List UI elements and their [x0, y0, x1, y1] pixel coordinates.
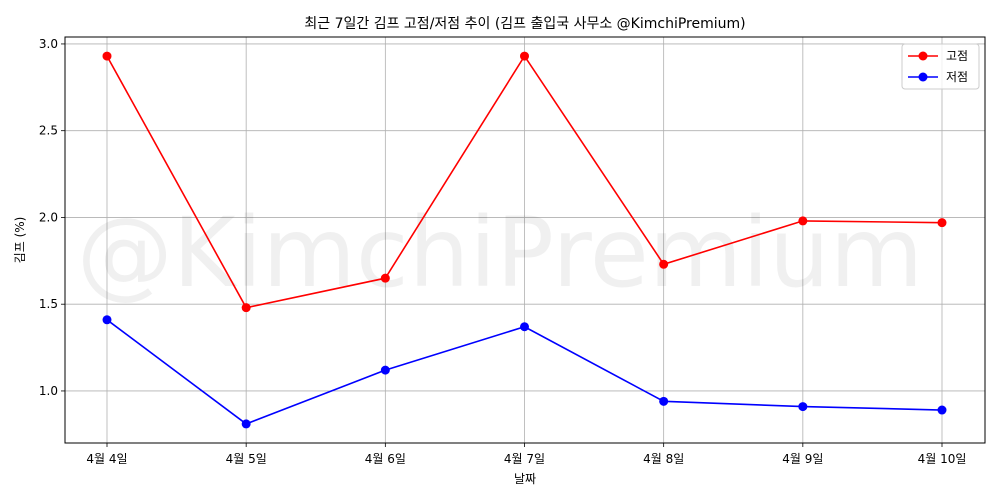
- data-point-high: [520, 51, 529, 61]
- x-tick-label: 4월 7일: [504, 452, 545, 466]
- axis-ticks: 4월 4일 4월 5일 4월 6일 4월 7일 4월 8일 4월 9일 4월 10일 1.0 1…: [39, 37, 967, 466]
- plot-area-frame: [64, 36, 986, 444]
- data-point-low: [937, 405, 947, 415]
- series-layer: [102, 51, 947, 429]
- data-point-high: [241, 303, 251, 313]
- legend-marker-high: [918, 51, 928, 61]
- legend-marker-low: [918, 72, 928, 82]
- x-axis-title: 날짜: [514, 472, 536, 486]
- legend-label-high: 고점: [946, 49, 968, 63]
- data-point-low: [520, 322, 529, 332]
- y-tick-label: 3.0: [39, 37, 58, 51]
- data-point-low: [659, 396, 669, 406]
- chart-title: 최근 7일간 김프 고점/저점 추이 (김프 출입국 사무소 @KimchiPr…: [304, 16, 745, 32]
- y-axis-title: 김프 (%): [13, 217, 27, 264]
- data-point-low: [798, 402, 808, 412]
- data-point-low: [241, 419, 251, 429]
- x-tick-label: 4월 10일: [918, 452, 967, 466]
- legend-label-low: 저점: [946, 70, 968, 84]
- data-point-high: [937, 218, 947, 228]
- data-point-high: [380, 273, 390, 283]
- y-tick-label: 1.5: [39, 297, 58, 311]
- data-point-high: [102, 51, 112, 61]
- x-tick-label: 4월 4일: [86, 452, 127, 466]
- y-tick-label: 2.5: [39, 124, 58, 138]
- x-tick-label: 4월 5일: [226, 452, 267, 466]
- data-point-high: [798, 216, 808, 226]
- x-tick-label: 4월 9일: [782, 452, 823, 466]
- x-tick-label: 4월 8일: [643, 452, 684, 466]
- data-point-low: [102, 315, 112, 325]
- y-tick-label: 1.0: [39, 384, 58, 398]
- x-tick-label: 4월 6일: [365, 452, 406, 466]
- grid: [65, 37, 985, 443]
- legend: 고점 저점: [901, 43, 980, 90]
- y-tick-label: 2.0: [39, 210, 58, 224]
- data-point-low: [380, 365, 390, 375]
- watermark: @KimchiPremium: [77, 197, 924, 309]
- data-point-high: [659, 259, 669, 269]
